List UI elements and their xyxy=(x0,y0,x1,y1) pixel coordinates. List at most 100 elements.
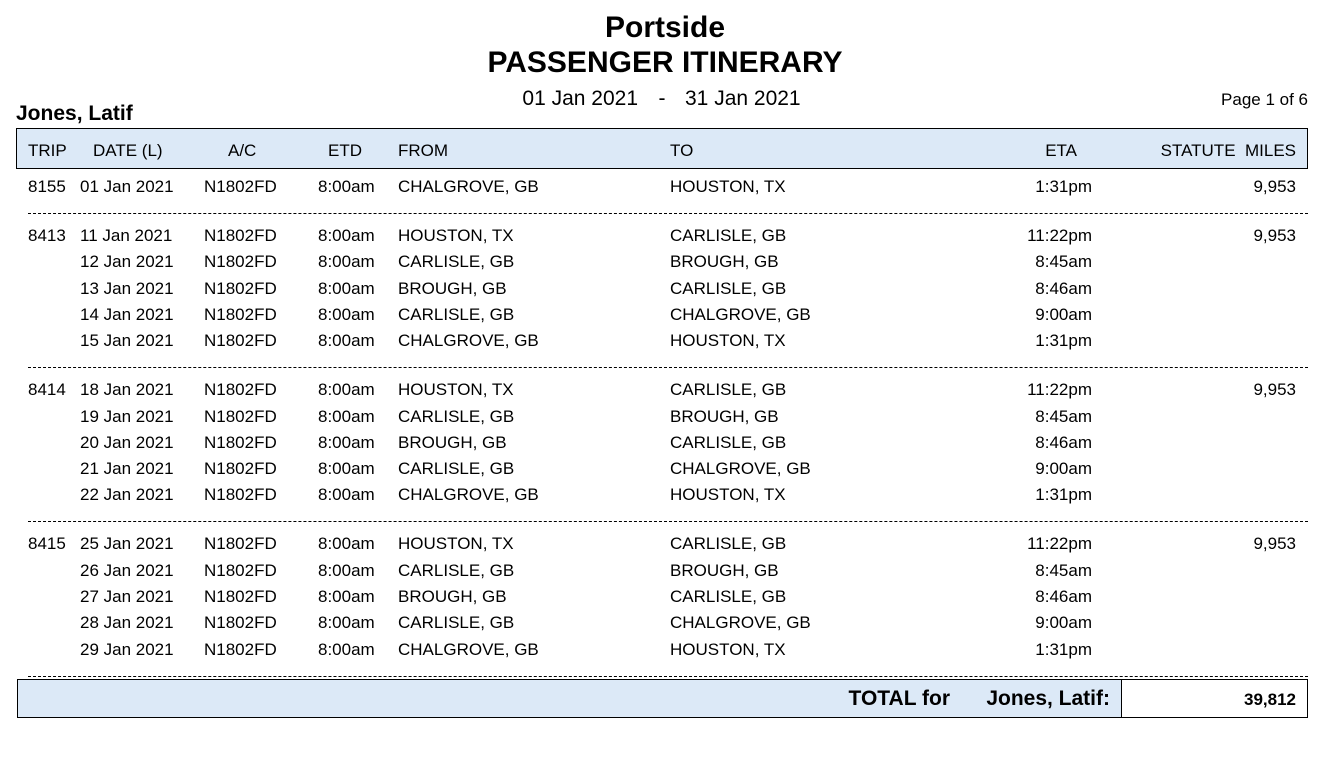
leg-cell: 8:00am xyxy=(318,485,375,505)
trip-number: 8414 xyxy=(28,380,66,400)
leg-cell: 27 Jan 2021 xyxy=(80,587,174,606)
trip-miles: 9,953 xyxy=(1253,380,1296,400)
leg-cell: N1802FD xyxy=(204,432,277,452)
leg-cell: 11:22pm xyxy=(1027,380,1092,400)
leg-cell: 8:45am xyxy=(1035,406,1092,426)
leg-cell: N1802FD xyxy=(204,587,277,606)
report-title: PASSENGER ITINERARY xyxy=(487,46,843,79)
leg-cell: 9:00am xyxy=(1035,304,1092,324)
leg-cell: N1802FD xyxy=(204,485,277,505)
leg-cell: HOUSTON, TX xyxy=(398,534,514,554)
leg-cell: 19 Jan 2021 xyxy=(80,406,174,426)
leg-cell: 11:22pm xyxy=(1027,226,1092,245)
column-header: TO xyxy=(670,141,694,160)
leg-cell: N1802FD xyxy=(204,304,277,324)
leg-cell: HOUSTON, TX xyxy=(398,380,514,400)
leg-cell: BROUGH, GB xyxy=(670,406,779,426)
leg-cell: CARLISLE, GB xyxy=(670,432,787,452)
column-header-bar xyxy=(16,128,1308,169)
leg-cell: 8:00am xyxy=(318,613,375,633)
column-header: DATE (L) xyxy=(93,141,163,160)
leg-cell: BROUGH, GB xyxy=(398,432,507,452)
trip-number: 8155 xyxy=(28,177,66,196)
leg-cell: 8:00am xyxy=(318,459,375,479)
leg-cell: CHALGROVE, GB xyxy=(398,177,539,196)
leg-cell: 8:00am xyxy=(318,252,375,272)
leg-cell: 8:00am xyxy=(318,639,375,659)
trip-separator xyxy=(28,521,1308,523)
leg-cell: 13 Jan 2021 xyxy=(80,278,174,298)
total-bar xyxy=(17,679,1308,718)
leg-cell: CHALGROVE, GB xyxy=(398,331,539,351)
leg-cell: N1802FD xyxy=(204,278,277,298)
column-header: ETA xyxy=(1045,141,1077,160)
leg-cell: 1:31pm xyxy=(1035,177,1092,196)
leg-cell: CARLISLE, GB xyxy=(398,459,515,479)
total-value: 39,812 xyxy=(1244,690,1296,709)
leg-cell: 9:00am xyxy=(1035,613,1092,633)
leg-cell: 8:00am xyxy=(318,534,375,554)
leg-cell: 8:00am xyxy=(318,587,375,606)
column-header: STATUTE MILES xyxy=(1160,141,1296,160)
page-number: Page 1 of 6 xyxy=(1221,90,1308,109)
leg-cell: 14 Jan 2021 xyxy=(80,304,174,324)
column-header: TRIP xyxy=(28,141,67,160)
leg-cell: N1802FD xyxy=(204,613,277,633)
leg-cell: 28 Jan 2021 xyxy=(80,613,174,633)
date-to: 31 Jan 2021 xyxy=(685,87,801,110)
leg-cell: 29 Jan 2021 xyxy=(80,639,174,659)
leg-cell: 8:00am xyxy=(318,406,375,426)
leg-cell: BROUGH, GB xyxy=(398,278,507,298)
leg-cell: 8:46am xyxy=(1035,278,1092,298)
leg-cell: 15 Jan 2021 xyxy=(80,331,174,351)
leg-cell: N1802FD xyxy=(204,639,277,659)
leg-cell: HOUSTON, TX xyxy=(670,331,786,351)
leg-cell: 8:00am xyxy=(318,432,375,452)
total-name: Jones, Latif: xyxy=(986,687,1110,710)
leg-cell: CARLISLE, GB xyxy=(398,406,515,426)
company-name: Portside xyxy=(604,11,726,44)
total-label: TOTAL for xyxy=(848,687,951,710)
leg-cell: 8:45am xyxy=(1035,252,1092,272)
leg-cell: 25 Jan 2021 xyxy=(80,534,174,554)
leg-cell: 1:31pm xyxy=(1035,485,1092,505)
leg-cell: 8:00am xyxy=(318,177,375,196)
leg-cell: 8:00am xyxy=(318,304,375,324)
leg-cell: CARLISLE, GB xyxy=(670,226,787,245)
leg-cell: 21 Jan 2021 xyxy=(80,459,174,479)
trip-number: 8415 xyxy=(28,534,66,554)
date-separator: - xyxy=(658,87,666,110)
leg-cell: CHALGROVE, GB xyxy=(398,639,539,659)
leg-cell: 11:22pm xyxy=(1027,534,1092,554)
leg-cell: N1802FD xyxy=(204,252,277,272)
leg-cell: 8:00am xyxy=(318,380,375,400)
leg-cell: CARLISLE, GB xyxy=(670,380,787,400)
column-header: FROM xyxy=(398,141,449,160)
leg-cell: 11 Jan 2021 xyxy=(80,226,173,245)
leg-cell: 8:00am xyxy=(318,278,375,298)
leg-cell: CARLISLE, GB xyxy=(670,534,787,554)
trip-separator xyxy=(28,675,1308,677)
leg-cell: CARLISLE, GB xyxy=(398,252,515,272)
passenger-name: Jones, Latif xyxy=(16,102,133,125)
trip-separator xyxy=(28,213,1308,214)
leg-cell: BROUGH, GB xyxy=(670,252,779,272)
leg-cell: 8:00am xyxy=(318,560,375,580)
leg-cell: N1802FD xyxy=(204,560,277,580)
leg-cell: HOUSTON, TX xyxy=(670,485,786,505)
trip-separator xyxy=(28,367,1308,369)
leg-cell: CHALGROVE, GB xyxy=(670,304,811,324)
total-value-box xyxy=(1121,679,1308,718)
leg-cell: CARLISLE, GB xyxy=(398,613,515,633)
leg-cell: 18 Jan 2021 xyxy=(80,380,174,400)
leg-cell: 1:31pm xyxy=(1035,331,1092,351)
leg-cell: N1802FD xyxy=(204,177,277,196)
leg-cell: 22 Jan 2021 xyxy=(80,485,174,505)
leg-cell: 12 Jan 2021 xyxy=(80,252,174,272)
trip-miles: 9,953 xyxy=(1253,177,1296,196)
trip-miles: 9,953 xyxy=(1253,534,1296,554)
leg-cell: N1802FD xyxy=(204,331,277,351)
leg-cell: 9:00am xyxy=(1035,459,1092,479)
leg-cell: N1802FD xyxy=(204,534,277,554)
leg-cell: CARLISLE, GB xyxy=(398,304,515,324)
